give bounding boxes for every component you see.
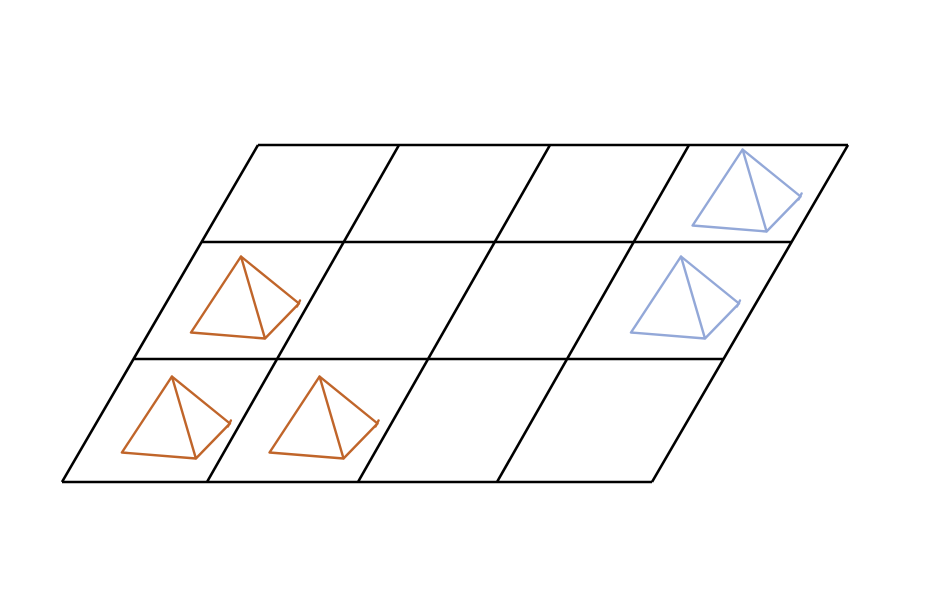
pyramid-icon [120,375,233,460]
pyramid-icon [189,255,302,340]
grid-slanted-line [495,144,691,483]
pyramid-ridge [170,375,198,460]
pyramid-icon [268,375,380,460]
grid-slanted-line [60,144,260,483]
pyramid-icon [691,148,803,233]
pyramid-corner-tick [295,299,302,308]
grid-slanted-line [650,144,850,483]
pyramid-ridge [239,255,267,340]
pyramid-corner-tick [735,299,742,308]
pyramid-corner-tick [226,419,233,428]
parallelogram-grid [60,143,850,484]
pyramid-pieces [120,148,803,460]
pyramid-corner-tick [374,419,380,428]
pyramid-ridge [741,148,768,233]
grid-slanted-line [205,144,401,483]
pyramid-ridge [318,375,345,460]
grid-slanted-line [356,144,552,483]
pyramid-corner-tick [797,192,803,201]
pyramid-icon [629,255,742,340]
pyramid-ridge [679,255,707,340]
